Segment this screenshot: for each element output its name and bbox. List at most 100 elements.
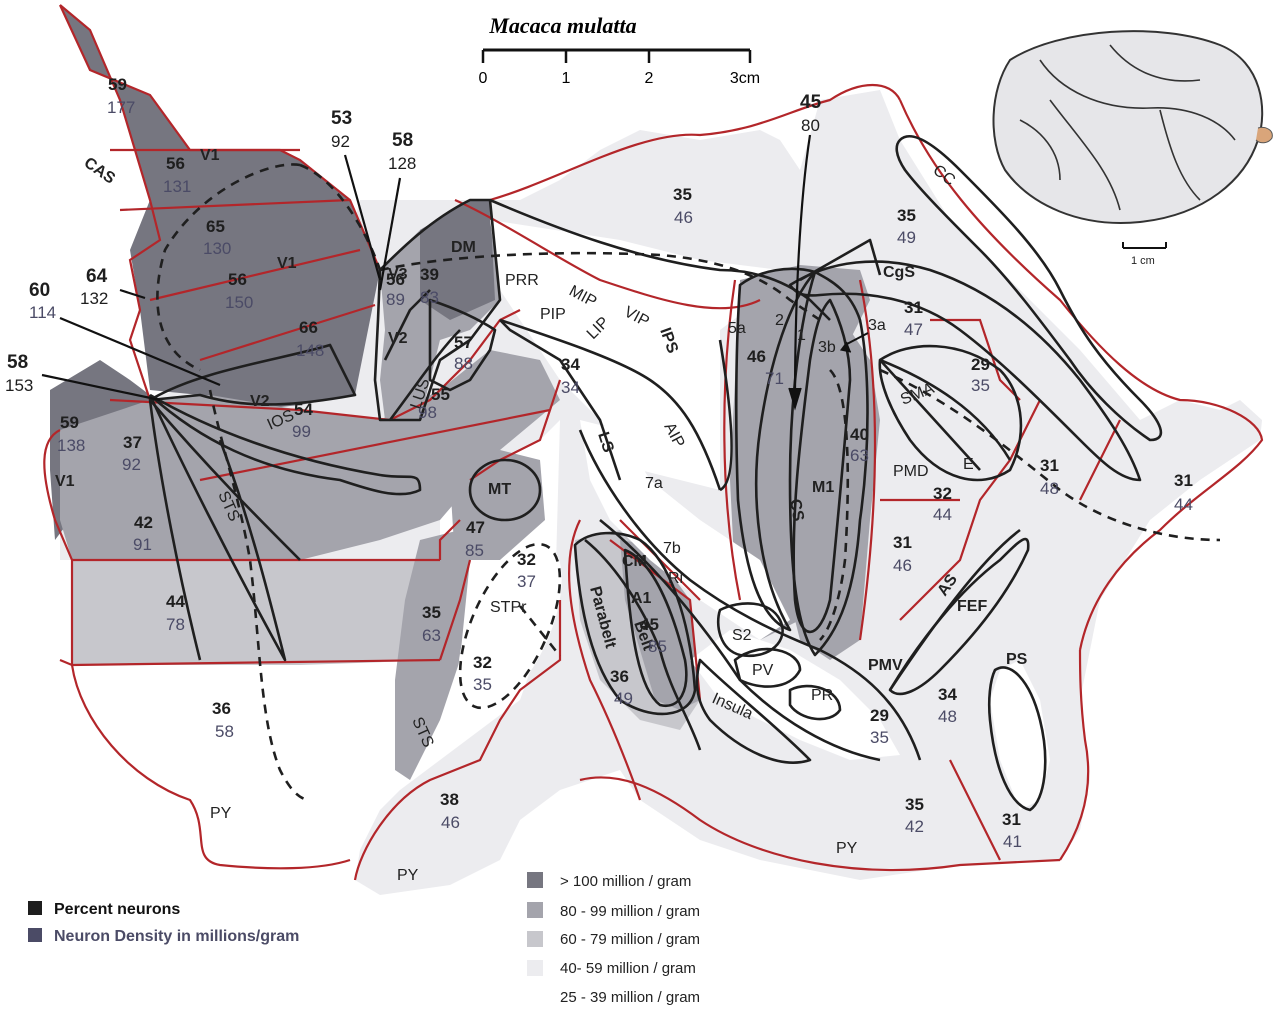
legend-label: 60 - 79 million / gram bbox=[560, 931, 700, 948]
region-density: 47 bbox=[904, 320, 923, 339]
region-density: 48 bbox=[1040, 479, 1059, 498]
callout-density: 80 bbox=[801, 116, 820, 135]
region-pct: 40 bbox=[850, 425, 869, 444]
callout-pct: 64 bbox=[86, 266, 108, 287]
area-label-a1-auditory: A1 bbox=[631, 590, 652, 607]
region-pct: 32 bbox=[517, 550, 536, 569]
key-swatch-density bbox=[28, 928, 42, 942]
area-label-pmd: PMD bbox=[893, 463, 929, 480]
region-pct: 29 bbox=[971, 355, 990, 374]
region-pct: 57 bbox=[454, 333, 473, 352]
region-pct: 44 bbox=[166, 592, 185, 611]
area-label-3b: 3b bbox=[818, 339, 836, 356]
region-density: 49 bbox=[897, 228, 916, 247]
region-pct: 31 bbox=[1174, 471, 1193, 490]
region-pct: 56 bbox=[166, 154, 185, 173]
region-pct: 31 bbox=[1002, 810, 1021, 829]
legend-label: 40- 59 million / gram bbox=[560, 960, 696, 977]
region-density: 48 bbox=[938, 707, 957, 726]
callout-density: 92 bbox=[331, 132, 350, 151]
legend-swatch bbox=[527, 902, 543, 918]
area-label-cs: CS bbox=[786, 498, 807, 523]
region-pct: 56 bbox=[386, 270, 405, 289]
region-pct: 47 bbox=[466, 518, 485, 537]
callout-lines bbox=[41, 134, 869, 411]
region-density: 98 bbox=[418, 403, 437, 422]
region-pct: 34 bbox=[938, 685, 957, 704]
region-density: 63 bbox=[422, 626, 441, 645]
callout-pct: 53 bbox=[331, 108, 352, 129]
scale-tick-2: 2 bbox=[645, 70, 654, 87]
area-label-dm: DM bbox=[451, 239, 476, 256]
region-density: 99 bbox=[292, 422, 311, 441]
area-label-v3: V3 bbox=[388, 266, 408, 283]
area-label-e: E bbox=[963, 456, 974, 473]
region-pct: 29 bbox=[870, 706, 889, 725]
region-pct: 46 bbox=[747, 347, 766, 366]
area-label-ps: PS bbox=[1006, 651, 1028, 668]
region-density: 148 bbox=[296, 341, 324, 360]
region-pct: 59 bbox=[108, 75, 127, 94]
legend-label: > 100 million / gram bbox=[560, 873, 691, 890]
area-label-pr: PR bbox=[811, 687, 833, 704]
callout-density: 128 bbox=[388, 154, 416, 173]
region-density: 46 bbox=[674, 208, 693, 227]
region-pct: 31 bbox=[893, 533, 912, 552]
region-density: 35 bbox=[971, 376, 990, 395]
region-pct: 35 bbox=[422, 603, 441, 622]
dashed-boundaries bbox=[156, 163, 1221, 802]
region-density: 91 bbox=[133, 535, 152, 554]
area-name-labels: CAS V1 V1 V1 V2 V2 V3 DM LUS IOS STS STS… bbox=[55, 147, 1028, 884]
region-pct: 35 bbox=[905, 795, 924, 814]
inset-scale-label: 1 cm bbox=[1131, 255, 1155, 267]
area-label-ls: LS bbox=[594, 430, 617, 455]
region-pct: 42 bbox=[134, 513, 153, 532]
callout-pct: 60 bbox=[29, 280, 50, 301]
region-pct: 37 bbox=[123, 433, 142, 452]
region-pct: 32 bbox=[933, 484, 952, 503]
area-label-7a: 7a bbox=[645, 475, 663, 492]
region-pct: 32 bbox=[473, 653, 492, 672]
scale-bar: 0 1 2 3cm bbox=[479, 48, 760, 87]
key-swatch-percent bbox=[28, 901, 42, 915]
area-label-ri: Ri bbox=[668, 570, 683, 587]
region-density: 78 bbox=[166, 615, 185, 634]
region-pct: 55 bbox=[431, 385, 450, 404]
region-density: 85 bbox=[648, 637, 667, 656]
area-label-prr: PRR bbox=[505, 272, 539, 289]
area-label-1: 1 bbox=[797, 327, 806, 344]
area-label-mt: MT bbox=[488, 481, 511, 498]
legend-swatch bbox=[527, 960, 543, 976]
region-density: 46 bbox=[441, 813, 460, 832]
inset-brain: 1 cm bbox=[992, 30, 1273, 267]
diagram-title: Macaca mulatta bbox=[488, 13, 636, 38]
area-label-cas: CAS bbox=[81, 154, 119, 187]
area-outlines bbox=[148, 134, 1163, 812]
region-density: 46 bbox=[893, 556, 912, 575]
region-pct: 34 bbox=[561, 355, 580, 374]
legend-swatch bbox=[527, 931, 543, 947]
region-density: 83 bbox=[420, 288, 439, 307]
region-density: 138 bbox=[57, 436, 85, 455]
area-label-v1-top: V1 bbox=[200, 147, 220, 164]
region-density: 177 bbox=[107, 98, 135, 117]
region-pct: 54 bbox=[294, 400, 313, 419]
callout-values: 53 92 58 128 64 132 60 114 58 153 45 80 bbox=[5, 92, 822, 395]
region-density: 131 bbox=[163, 177, 191, 196]
area-label-stpr: STPr bbox=[490, 599, 527, 616]
area-label-pip: PIP bbox=[540, 306, 566, 323]
density-legend: > 100 million / gram 80 - 99 million / g… bbox=[527, 872, 700, 1006]
callout-density: 132 bbox=[80, 289, 108, 308]
region-density: 49 bbox=[614, 689, 633, 708]
region-density: 150 bbox=[225, 293, 253, 312]
region-pct: 38 bbox=[440, 790, 459, 809]
region-pct: 35 bbox=[673, 185, 692, 204]
region-density: 71 bbox=[765, 369, 784, 388]
region-density: 58 bbox=[215, 722, 234, 741]
scale-tick-0: 0 bbox=[479, 70, 488, 87]
region-pct: 65 bbox=[206, 217, 225, 236]
callout-pct: 58 bbox=[392, 130, 413, 151]
region-pct: 66 bbox=[299, 318, 318, 337]
legend-label: 25 - 39 million / gram bbox=[560, 989, 700, 1006]
region-borders bbox=[43, 4, 1264, 881]
